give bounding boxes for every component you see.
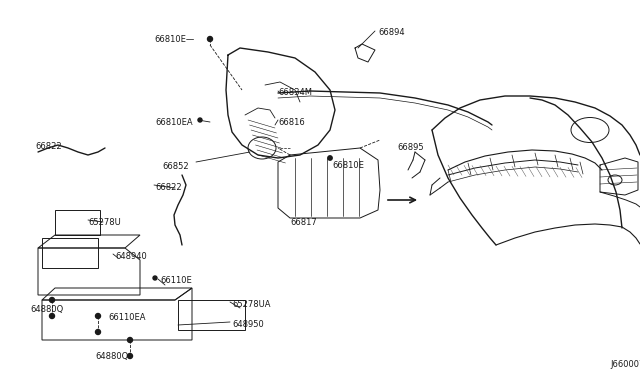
Text: 66822: 66822 bbox=[35, 142, 61, 151]
Text: 66810E—: 66810E— bbox=[155, 35, 195, 44]
Circle shape bbox=[95, 330, 100, 334]
Text: 64880Q: 64880Q bbox=[95, 352, 128, 361]
Text: 648950: 648950 bbox=[232, 320, 264, 329]
Text: 66834M: 66834M bbox=[278, 88, 312, 97]
Circle shape bbox=[95, 314, 100, 318]
Text: 64880Q: 64880Q bbox=[30, 305, 63, 314]
Circle shape bbox=[49, 298, 54, 302]
Text: 65278U: 65278U bbox=[88, 218, 121, 227]
Circle shape bbox=[198, 118, 202, 122]
Circle shape bbox=[127, 337, 132, 343]
Text: 66110EA: 66110EA bbox=[108, 313, 145, 322]
Circle shape bbox=[127, 353, 132, 359]
Text: 66810E: 66810E bbox=[332, 161, 364, 170]
Circle shape bbox=[328, 156, 332, 160]
Circle shape bbox=[153, 276, 157, 280]
Text: 65278UA: 65278UA bbox=[232, 300, 271, 309]
Circle shape bbox=[207, 36, 212, 42]
Text: 66895: 66895 bbox=[397, 143, 424, 152]
Circle shape bbox=[49, 314, 54, 318]
Text: 648940: 648940 bbox=[115, 252, 147, 261]
Text: 66822: 66822 bbox=[155, 183, 182, 192]
Text: J660007X: J660007X bbox=[610, 360, 640, 369]
Text: 66852: 66852 bbox=[162, 162, 189, 171]
Text: 66810EA: 66810EA bbox=[155, 118, 193, 127]
Text: 66110E: 66110E bbox=[160, 276, 192, 285]
Text: 66816: 66816 bbox=[278, 118, 305, 127]
Text: 66894: 66894 bbox=[378, 28, 404, 37]
Text: 66817: 66817 bbox=[290, 218, 317, 227]
